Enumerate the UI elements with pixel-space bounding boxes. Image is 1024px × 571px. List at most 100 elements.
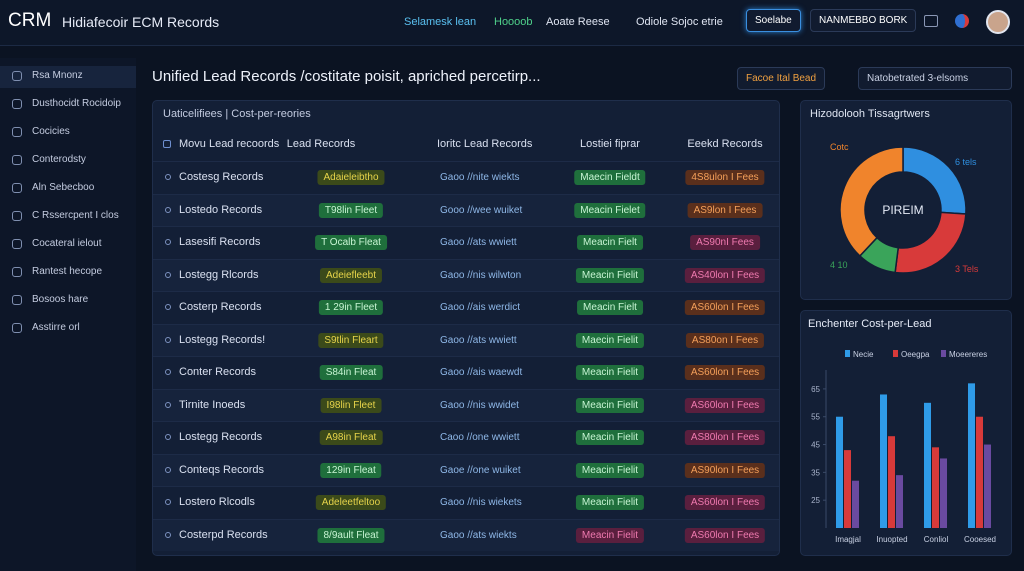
sidebar-item[interactable]: Rantest hecope — [0, 262, 136, 284]
lead-link[interactable]: Gaoo //ais werdict — [440, 302, 521, 313]
sidebar-icon — [12, 127, 22, 137]
row-icon — [165, 531, 171, 538]
table-row[interactable]: Costesg Records Adaieleibtho Gaoo //nite w… — [153, 161, 779, 193]
y-tick-label: 65 — [811, 385, 820, 394]
lead-name: Lostegg Rlcords — [179, 268, 259, 281]
sidebar-icon — [12, 155, 22, 165]
legend-swatch — [941, 350, 946, 357]
legend-label: Oeegpa — [901, 350, 930, 359]
lead-name: Tirnite Inoeds — [179, 398, 246, 411]
status-badge: Meacin Fielit — [575, 365, 645, 380]
lead-name: Lostegg Records! — [179, 333, 266, 346]
row-icon — [165, 239, 171, 245]
lead-link[interactable]: Gooo //wee wuiket — [440, 204, 523, 216]
lead-name: Lostedo Records — [179, 203, 263, 216]
table-row[interactable]: Lostero Rlcodls Adeleetfeltoo Gaoo //nis w… — [153, 486, 779, 518]
primary-button[interactable]: Soelabe — [746, 9, 801, 32]
sidebar-item[interactable]: C Rssercpent I clos — [0, 206, 136, 228]
fee-badge: AS40lon I Fees — [684, 267, 766, 283]
bar — [844, 450, 851, 528]
status-badge: Maecin Fieldt — [574, 170, 646, 185]
avatar[interactable] — [986, 10, 1010, 34]
lead-badge: 129in Fleat — [320, 462, 382, 478]
table-row[interactable]: Lostegg Rlcords Adeiefleebt Gaoo //nis wil… — [153, 258, 779, 291]
fee-badge: AS60lon I Fees — [684, 527, 766, 543]
nav-item[interactable]: Selamesk lean — [404, 16, 477, 28]
row-icon — [165, 271, 171, 278]
app-title: Hidiafecoir ECM Records — [62, 14, 220, 30]
table-row[interactable]: Lostegg Records A98in Fleat Caoo //one wwi… — [153, 421, 779, 453]
status-badge: Meacin Fielit — [575, 495, 645, 510]
row-icon — [165, 336, 171, 343]
table-row[interactable]: Lostegg Records! S9tlin Fleart Gaoo //ats … — [153, 323, 779, 356]
table-row[interactable]: Costerpd Records 8/9ault Fleat Gaoo //ats … — [153, 518, 779, 551]
table-row[interactable]: Costerp Records 1 29in Fleet Gaoo //ais we… — [153, 291, 779, 323]
sidebar: Rsa Mnonz Dusthocidt Rocidoip Cocicies Cont… — [0, 58, 136, 571]
fee-badge: AS80lon I Fees — [684, 430, 766, 445]
sidebar-item[interactable]: Cocicies — [0, 122, 136, 144]
sidebar-item[interactable]: Aln Sebecboo — [0, 178, 136, 200]
sidebar-item[interactable]: Bosoos hare — [0, 290, 136, 312]
nav-item[interactable]: Odiole Sojoc etrie — [636, 16, 723, 28]
message-icon[interactable] — [924, 15, 938, 27]
table-row[interactable]: Conteqs Records 129in Fleat Gaoe //one wui… — [153, 453, 779, 486]
lead-badge: Adaieleibtho — [317, 170, 385, 185]
status-badge: Maecin Fielit — [575, 332, 645, 348]
fee-badge: AS90lon I Fees — [684, 462, 766, 478]
lead-badge: S84in Fleat — [319, 365, 383, 380]
status-badge: Meacin Fielit — [575, 397, 645, 413]
y-tick-label: 45 — [811, 441, 820, 450]
table-row[interactable]: Lasesifi Records T Ocalb Fleat Gaoo //ats … — [153, 226, 779, 258]
chart-icon[interactable] — [955, 14, 969, 28]
select[interactable]: Natobetrated 3-elsoms — [858, 67, 1012, 90]
bar — [968, 383, 975, 528]
lead-link[interactable]: Caoo //one wwiett — [440, 432, 520, 443]
status-badge: Meacin Fielit — [575, 527, 645, 543]
sidebar-icon — [12, 183, 22, 193]
lead-link[interactable]: Gaoo //ats wwiett — [440, 334, 517, 346]
row-icon — [165, 369, 171, 375]
sidebar-item[interactable]: Conterodsty — [0, 150, 136, 172]
column-header: Eeekd Records — [687, 138, 763, 150]
lead-badge: 1 29in Fleet — [318, 300, 384, 315]
lead-badge: T98lin Fleet — [318, 202, 384, 218]
bar — [976, 416, 983, 528]
lead-badge: S9tlin Fleart — [318, 332, 384, 348]
sidebar-item[interactable]: Rsa Mnonz — [0, 66, 136, 88]
bar — [896, 475, 903, 528]
status-badge: Meacin Fielit — [575, 267, 645, 283]
lead-link[interactable]: Gaoo //ats wiekts — [440, 529, 517, 541]
donut-segment — [839, 146, 904, 257]
filter-button[interactable]: Facoe Ital Bead — [737, 67, 826, 90]
bar — [836, 416, 843, 528]
sidebar-item[interactable]: Cocateral ielout — [0, 234, 136, 256]
nav-item[interactable]: Aoate Reese — [546, 16, 610, 28]
lead-link[interactable]: Gaoo //nite wiekts — [440, 172, 520, 183]
table-row[interactable]: Lostedo Records T98lin Fleet Gooo //wee wu… — [153, 193, 779, 226]
nav-item[interactable]: Hoooob — [494, 16, 533, 28]
lead-link[interactable]: Gaoo //ats wwiett — [440, 237, 517, 248]
lead-link[interactable]: Gaoo //nis wiekets — [440, 497, 522, 508]
legend-label: Moeereres — [949, 350, 987, 359]
lead-name: Costerpd Records — [179, 528, 268, 541]
fee-badge: AS90nI Fees — [690, 235, 760, 250]
fee-badge: AS60lon I Fees — [684, 495, 766, 510]
sidebar-item[interactable]: Dusthocidt Rocidoip — [0, 94, 136, 116]
table-row[interactable]: Conter Records S84in Fleat Gaoo //ais waew… — [153, 356, 779, 388]
lead-link[interactable]: Gaoe //one wuiket — [440, 464, 521, 476]
lead-name: Lasesifi Records — [179, 236, 261, 248]
sidebar-label: C Rssercpent I clos — [32, 210, 119, 221]
lead-link[interactable]: Gaoo //nis wwidet — [440, 399, 519, 411]
column-header: Movu Lead recoords — [179, 138, 280, 150]
lead-link[interactable]: Gaoo //nis wilwton — [440, 269, 522, 281]
bar — [932, 447, 939, 528]
lead-badge: A98in Fleat — [319, 430, 383, 445]
account-button[interactable]: NANMEBBO BORK — [810, 9, 917, 32]
fee-badge: AS60lon I Fees — [684, 397, 766, 413]
lead-link[interactable]: Gaoo //ais waewdt — [440, 367, 523, 378]
sidebar-icon — [12, 239, 22, 249]
table-row[interactable]: Tirnite Inoeds I98lin Fleet Gaoo //nis wwi… — [153, 388, 779, 421]
sidebar-label: Bosoos hare — [32, 294, 89, 305]
sidebar-icon — [12, 267, 22, 277]
sidebar-item[interactable]: Asstirre orl — [0, 318, 136, 340]
